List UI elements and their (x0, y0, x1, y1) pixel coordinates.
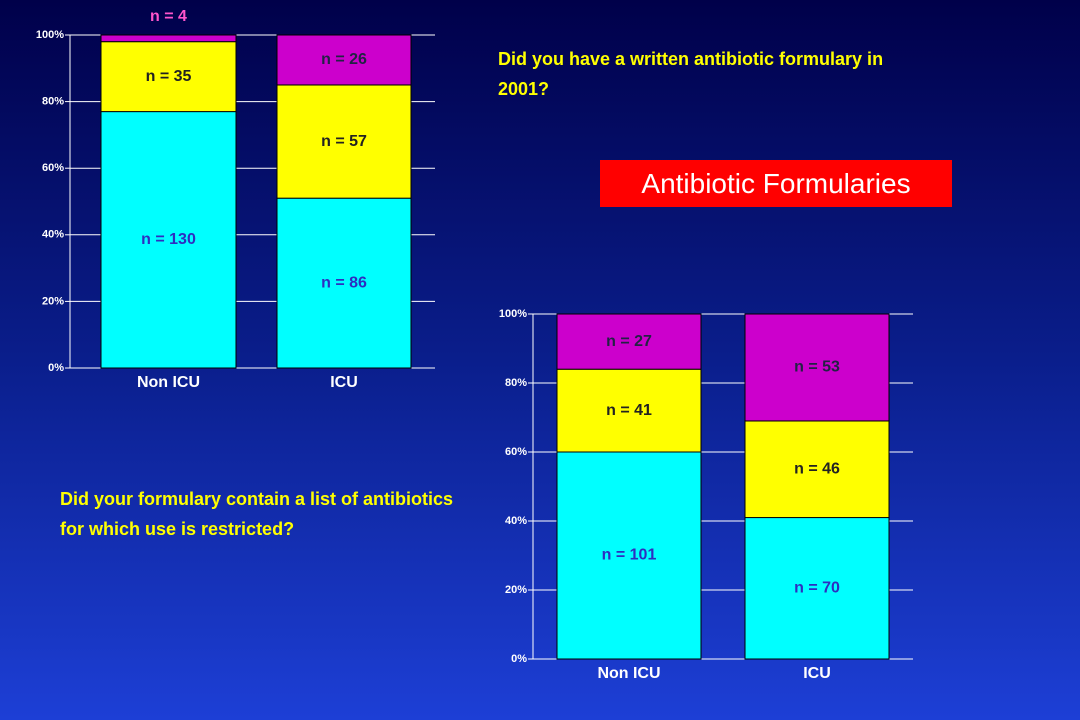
bar-segment (744, 517, 890, 660)
y-tick-label: 0% (48, 362, 64, 374)
bar-segment (276, 197, 412, 369)
y-tick-label: 60% (42, 162, 64, 174)
segment-label: n = 46 (794, 460, 840, 477)
question: Did you have a written antibiotic formul… (498, 49, 884, 99)
y-tick-label: 20% (42, 295, 64, 307)
bar-segment (556, 368, 702, 453)
segment-label: n = 57 (321, 133, 367, 150)
bar-segment (744, 313, 890, 422)
slide-title: Antibiotic Formularies (600, 160, 952, 207)
x-tick-label: ICU (330, 374, 358, 391)
bar-segment (100, 41, 237, 113)
segment-label: n = 53 (794, 359, 840, 376)
segment-label: n = 130 (141, 231, 196, 248)
bar-segment (556, 313, 702, 370)
x-tick-label: Non ICU (597, 665, 660, 682)
y-tick-label: 0% (511, 653, 527, 665)
bar-segment (556, 451, 702, 660)
bar-segment (744, 420, 890, 519)
bar-segment (276, 84, 412, 199)
bar-segment (100, 111, 237, 369)
y-tick-label: 100% (499, 308, 527, 320)
y-tick-label: 20% (505, 584, 527, 596)
y-tick-label: 40% (505, 515, 527, 527)
bar-segment (100, 34, 237, 43)
segment-label: n = 70 (794, 579, 840, 596)
y-tick-label: 80% (42, 96, 64, 108)
x-tick-label: Non ICU (137, 374, 200, 391)
segment-label: n = 41 (606, 402, 652, 419)
y-tick-label: 80% (505, 377, 527, 389)
segment-label: n = 27 (606, 333, 652, 350)
segment-label: n = 4 (150, 8, 187, 25)
bar-segment (276, 34, 412, 86)
segment-label: n = 26 (321, 51, 367, 68)
y-tick-label: 40% (42, 229, 64, 241)
y-tick-label: 60% (505, 446, 527, 458)
segment-label: n = 86 (321, 274, 367, 291)
segment-label: n = 101 (602, 547, 657, 564)
y-tick-label: 100% (36, 29, 64, 41)
x-tick-label: ICU (803, 665, 831, 682)
question: Did your formulary contain a list of ant… (60, 489, 454, 539)
segment-label: n = 35 (146, 68, 192, 85)
